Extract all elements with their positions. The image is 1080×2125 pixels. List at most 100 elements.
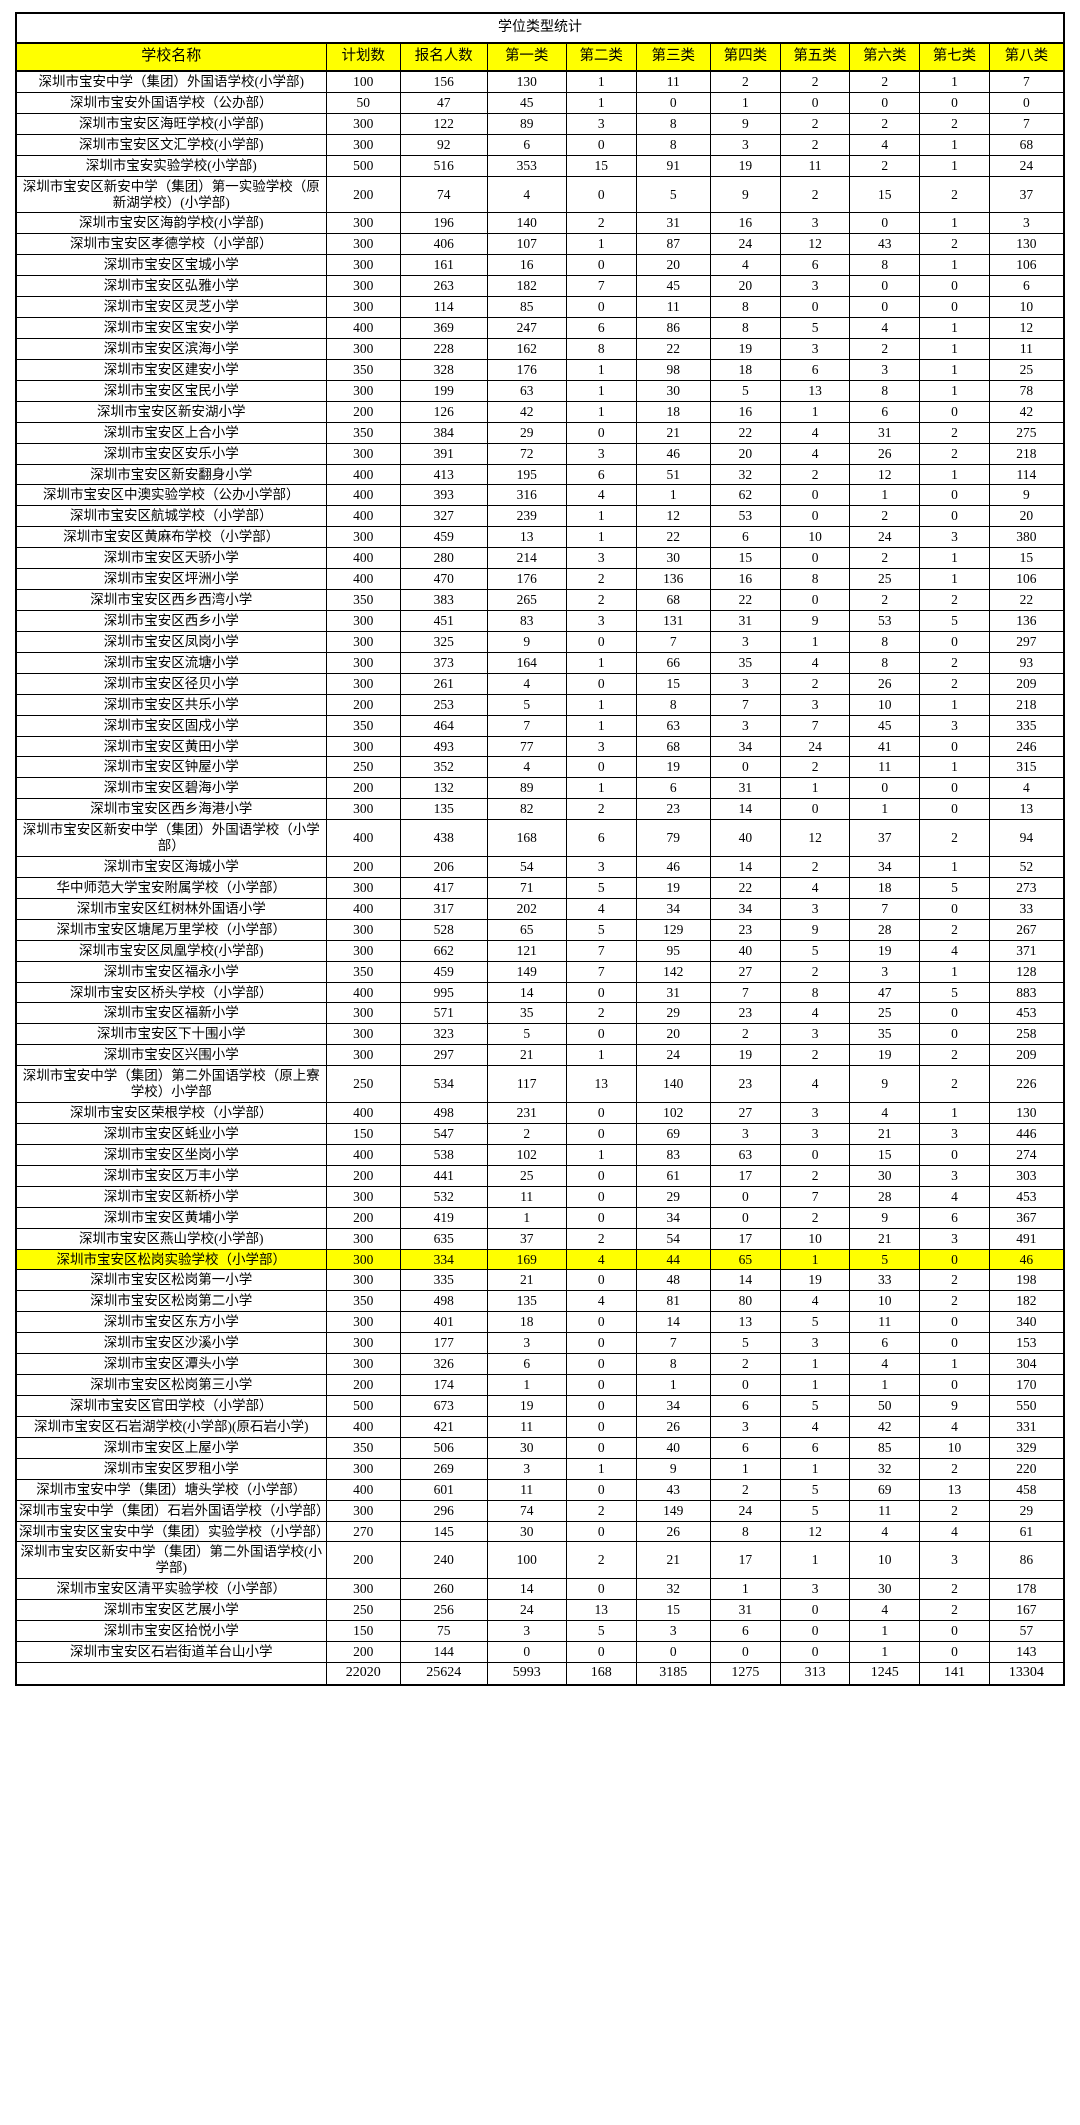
cell-type-6[interactable]: 5 xyxy=(849,1248,921,1271)
cell-type-8[interactable]: 380 xyxy=(988,526,1065,549)
cell-type-4[interactable]: 15 xyxy=(710,547,781,570)
table-row[interactable]: 深圳市宝安区碧海小学 200 132 89 1 6 31 1 0 0 4 xyxy=(15,777,1065,800)
cell-type-7[interactable]: 1 xyxy=(919,337,990,360)
cell-plan-count[interactable]: 300 xyxy=(325,233,402,256)
cell-type-8[interactable]: 178 xyxy=(988,1578,1065,1601)
cell-type-2[interactable]: 0 xyxy=(565,175,637,214)
cell-type-4[interactable]: 53 xyxy=(710,505,781,528)
cell-type-2[interactable]: 4 xyxy=(565,484,637,507)
cell-type-5[interactable]: 2 xyxy=(779,1206,851,1229)
cell-type-8[interactable]: 182 xyxy=(988,1290,1065,1313)
cell-type-4[interactable]: 1 xyxy=(710,91,781,114)
cell-type-5[interactable]: 4 xyxy=(779,421,851,444)
cell-plan-count[interactable]: 400 xyxy=(325,1415,402,1438)
cell-school-name[interactable]: 深圳市宝安区宝民小学 xyxy=(15,379,327,402)
cell-type-8[interactable]: 33 xyxy=(988,897,1065,920)
cell-type-2[interactable]: 0 xyxy=(565,421,637,444)
cell-type-6[interactable]: 8 xyxy=(849,651,921,674)
cell-type-1[interactable]: 3 xyxy=(486,1457,567,1480)
column-header-type-8[interactable]: 第八类 xyxy=(988,42,1065,72)
cell-type-2[interactable]: 7 xyxy=(565,275,637,298)
cell-type-3[interactable]: 30 xyxy=(635,547,712,570)
cell-type-7[interactable]: 2 xyxy=(919,1499,990,1522)
cell-plan-count[interactable]: 400 xyxy=(325,547,402,570)
cell-type-4[interactable]: 19 xyxy=(710,337,781,360)
cell-applicant-count[interactable]: 673 xyxy=(400,1395,488,1417)
cell-type-6[interactable]: 9 xyxy=(849,1206,921,1229)
cell-school-name[interactable]: 深圳市宝安区荣根学校（小学部） xyxy=(15,1102,327,1125)
cell-school-name[interactable]: 深圳市宝安区艺展小学 xyxy=(15,1599,327,1622)
cell-type-7[interactable]: 3 xyxy=(919,526,990,549)
cell-type-1[interactable]: 265 xyxy=(486,589,567,611)
cell-type-4[interactable]: 3 xyxy=(710,672,781,695)
cell-type-4[interactable]: 22 xyxy=(710,421,781,444)
cell-type-6[interactable]: 2 xyxy=(849,505,921,528)
cell-type-7[interactable]: 2 xyxy=(919,1065,990,1104)
cell-type-1[interactable]: 6 xyxy=(486,1353,567,1376)
cell-type-1[interactable]: 100 xyxy=(486,1541,567,1580)
cell-school-name[interactable]: 深圳市宝安区弘雅小学 xyxy=(15,275,327,298)
cell-type-4[interactable]: 0 xyxy=(710,1185,781,1208)
table-row[interactable]: 深圳市宝安中学（集团）外国语学校(小学部) 100 156 130 1 11 2 2 2 1 7 xyxy=(15,70,1065,93)
cell-type-8[interactable]: 329 xyxy=(988,1436,1065,1459)
cell-type-3[interactable]: 8 xyxy=(635,1353,712,1376)
cell-type-2[interactable]: 1 xyxy=(565,693,637,716)
cell-type-7[interactable]: 1 xyxy=(919,693,990,716)
table-row[interactable]: 深圳市宝安区新安中学（集团）第一实验学校（原新湖学校）(小学部) 200 74 4 0 5… xyxy=(15,175,1065,214)
cell-type-6[interactable]: 2 xyxy=(849,154,921,177)
cell-type-8[interactable]: 297 xyxy=(988,630,1065,653)
cell-applicant-count[interactable]: 263 xyxy=(400,275,488,298)
table-row[interactable]: 深圳市宝安区坪洲小学 400 470 176 2 136 16 8 25 1 106 xyxy=(15,568,1065,591)
cell-applicant-count[interactable]: 174 xyxy=(400,1374,488,1396)
cell-type-5[interactable]: 0 xyxy=(779,547,851,570)
cell-type-1[interactable]: 24 xyxy=(486,1599,567,1622)
cell-plan-count[interactable]: 500 xyxy=(325,154,402,177)
cell-applicant-count[interactable]: 74 xyxy=(400,175,488,214)
cell-type-4[interactable]: 27 xyxy=(710,960,781,983)
cell-type-4[interactable]: 17 xyxy=(710,1164,781,1187)
cell-plan-count[interactable]: 50 xyxy=(325,91,402,114)
table-row[interactable]: 深圳市宝安区新安中学（集团）外国语学校（小学部） 400 438 168 6 79 40 12… xyxy=(15,819,1065,858)
table-row[interactable]: 深圳市宝安区新桥小学 300 532 11 0 29 0 7 28 4 453 xyxy=(15,1185,1065,1208)
cell-type-1[interactable]: 6 xyxy=(486,133,567,156)
cell-type-7[interactable]: 1 xyxy=(919,379,990,402)
cell-type-3[interactable]: 31 xyxy=(635,981,712,1004)
cell-applicant-count[interactable]: 325 xyxy=(400,630,488,653)
cell-type-8[interactable]: 371 xyxy=(988,939,1065,962)
cell-type-1[interactable]: 30 xyxy=(486,1520,567,1543)
cell-type-5[interactable]: 2 xyxy=(779,756,851,779)
cell-type-2[interactable]: 13 xyxy=(565,1065,637,1104)
cell-type-4[interactable]: 0 xyxy=(710,756,781,779)
cell-type-8[interactable]: 24 xyxy=(988,154,1065,177)
cell-type-7[interactable]: 1 xyxy=(919,1353,990,1376)
cell-type-8[interactable]: 93 xyxy=(988,651,1065,674)
cell-type-5[interactable]: 3 xyxy=(779,212,851,235)
cell-type-4[interactable]: 1 xyxy=(710,1457,781,1480)
cell-type-6[interactable]: 3 xyxy=(849,960,921,983)
table-row[interactable]: 深圳市宝安区弘雅小学 300 263 182 7 45 20 3 0 0 6 xyxy=(15,275,1065,298)
cell-type-7[interactable]: 0 xyxy=(919,91,990,114)
cell-type-1[interactable]: 14 xyxy=(486,1578,567,1601)
cell-type-1[interactable]: 130 xyxy=(486,70,567,93)
cell-type-5[interactable]: 10 xyxy=(779,1227,851,1250)
cell-type-2[interactable]: 2 xyxy=(565,1499,637,1522)
cell-school-name[interactable]: 深圳市宝安区流塘小学 xyxy=(15,651,327,674)
table-row[interactable]: 深圳市宝安区兴围小学 300 297 21 1 24 19 2 19 2 209 xyxy=(15,1044,1065,1067)
cell-type-1[interactable]: 102 xyxy=(486,1143,567,1166)
cell-plan-count[interactable]: 350 xyxy=(325,589,402,611)
cell-type-2[interactable]: 1 xyxy=(565,70,637,93)
cell-type-7[interactable]: 3 xyxy=(919,1227,990,1250)
cell-type-1[interactable]: 74 xyxy=(486,1499,567,1522)
cell-type-8[interactable]: 68 xyxy=(988,133,1065,156)
cell-type-3[interactable]: 0 xyxy=(635,91,712,114)
cell-type-7[interactable]: 0 xyxy=(919,1143,990,1166)
cell-type-8[interactable]: 29 xyxy=(988,1499,1065,1522)
cell-type-1[interactable]: 1 xyxy=(486,1374,567,1396)
cell-type-7[interactable]: 0 xyxy=(919,630,990,653)
cell-type-3[interactable]: 69 xyxy=(635,1123,712,1145)
cell-plan-count[interactable]: 400 xyxy=(325,484,402,507)
cell-plan-count[interactable]: 200 xyxy=(325,175,402,214)
cell-type-1[interactable]: 4 xyxy=(486,756,567,779)
cell-type-3[interactable]: 142 xyxy=(635,960,712,983)
cell-type-1[interactable]: 18 xyxy=(486,1311,567,1334)
